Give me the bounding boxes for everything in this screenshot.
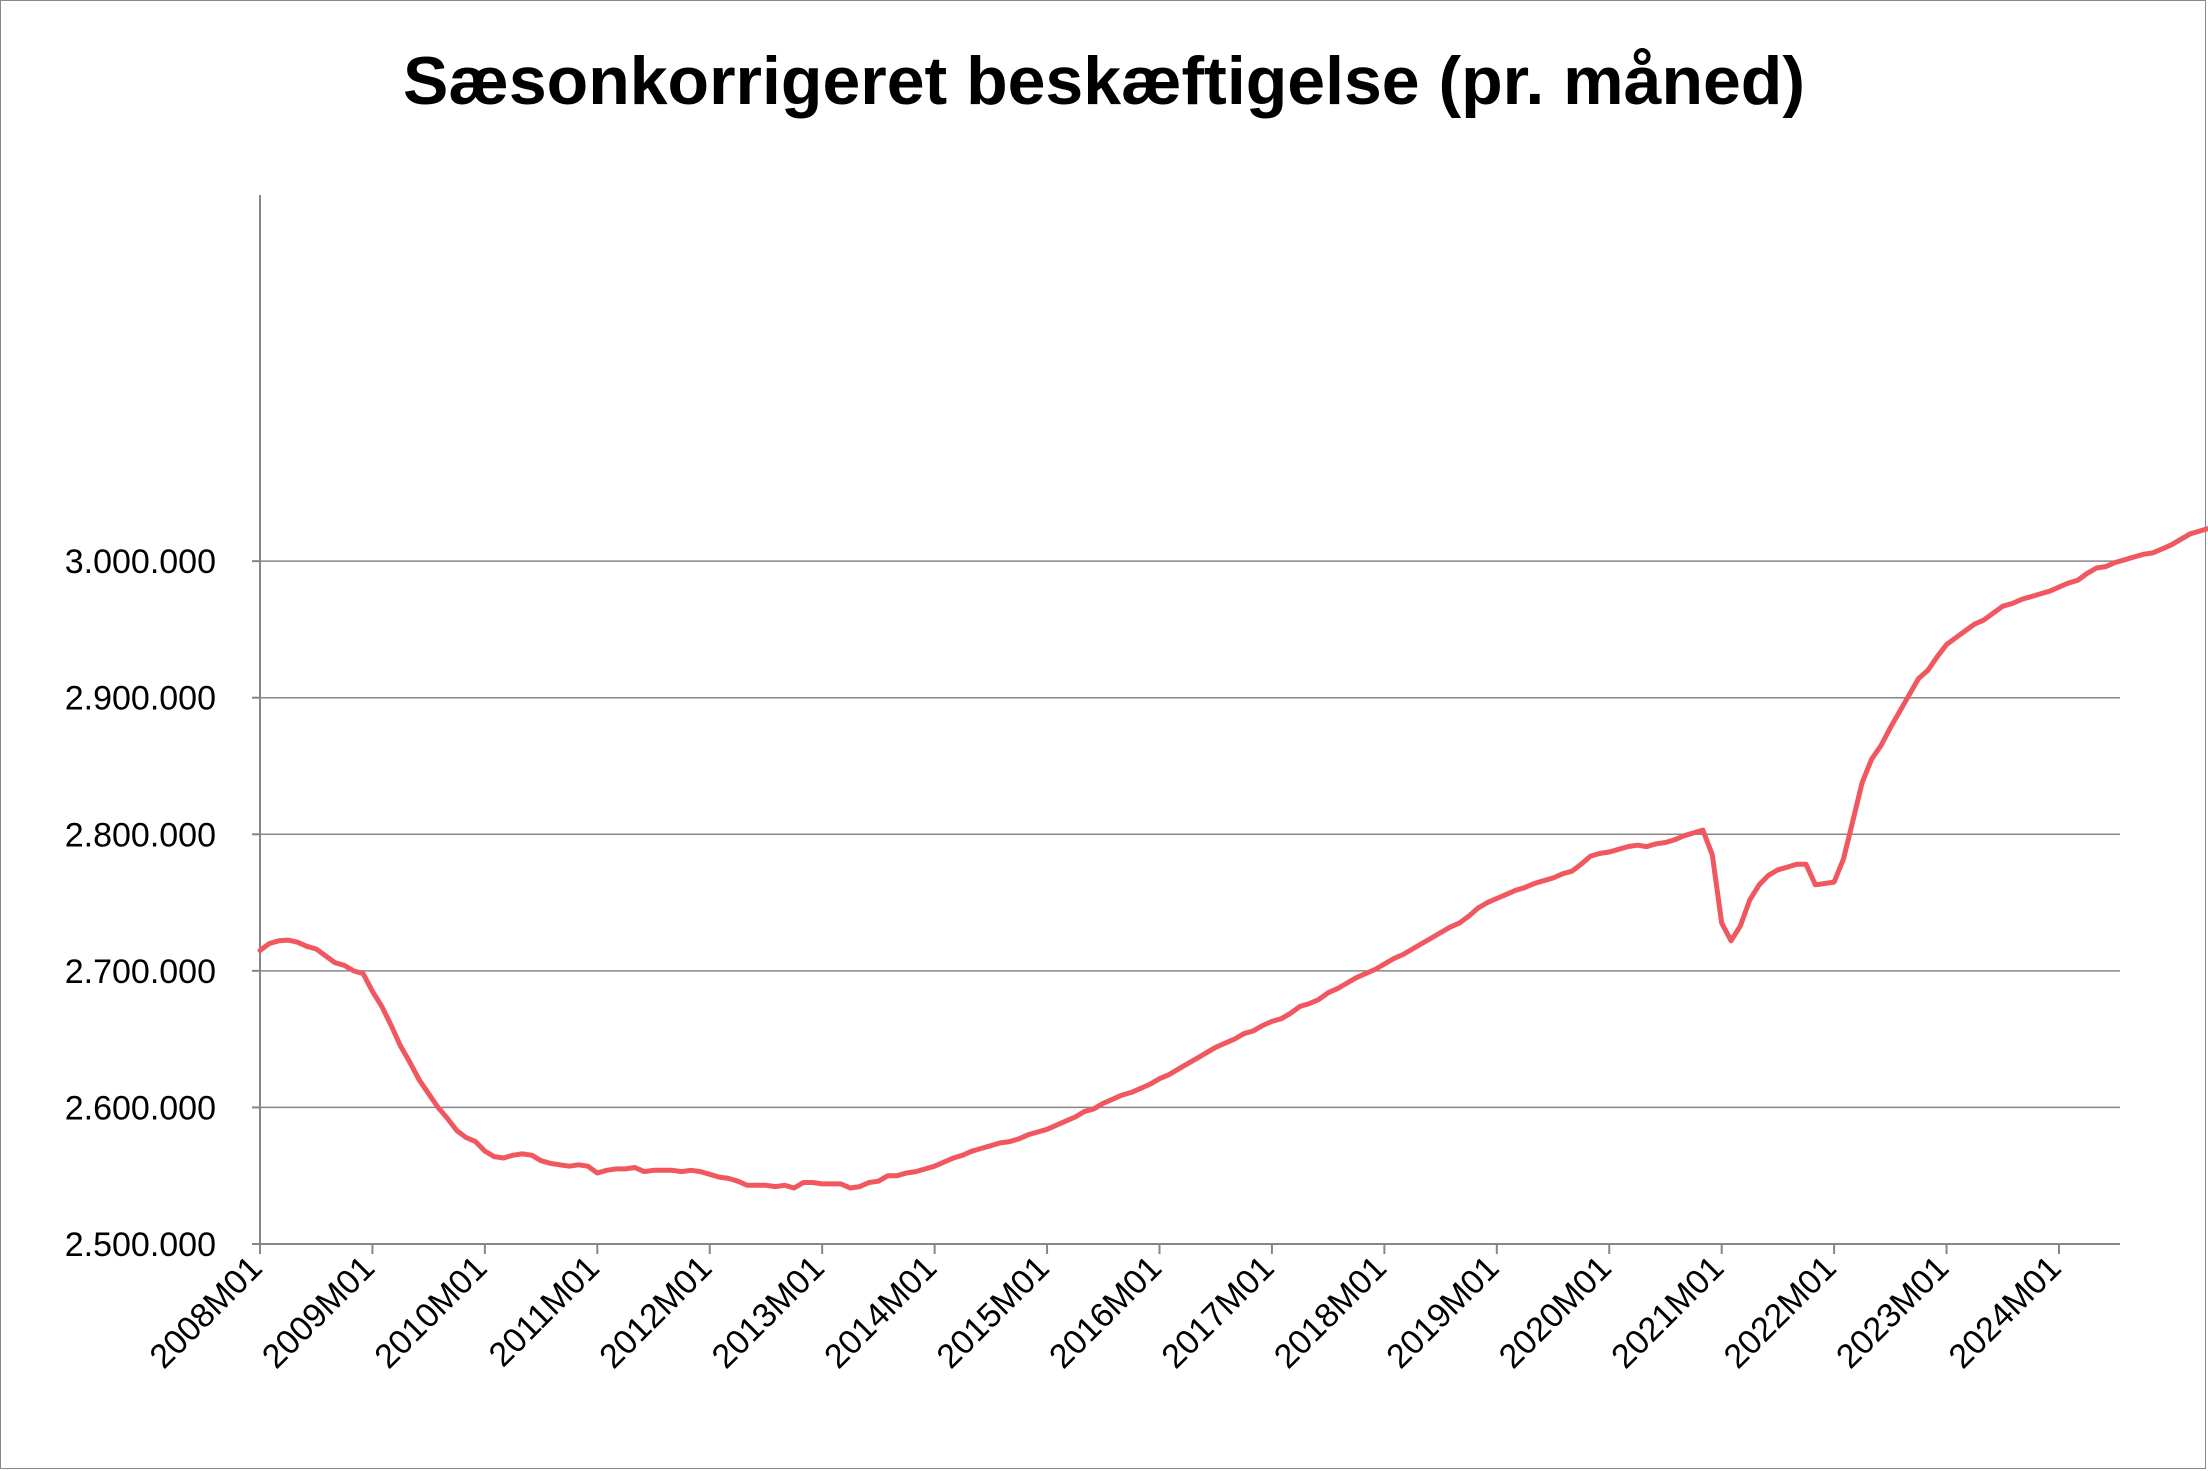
grid-lines [260, 560, 2120, 1109]
x-tick-label: 2020M01 [1492, 1249, 1619, 1376]
x-tick-label: 2017M01 [1154, 1249, 1281, 1376]
y-tick-label: 2.800.000 [65, 816, 216, 854]
x-tick-label: 2024M01 [1942, 1249, 2069, 1376]
x-tick-label: 2021M01 [1604, 1249, 1731, 1376]
x-tick-label: 2011M01 [482, 1249, 607, 1374]
x-tick-label: 2016M01 [1042, 1249, 1169, 1376]
x-tick-label: 2009M01 [255, 1249, 382, 1376]
x-tick-label: 2015M01 [930, 1249, 1057, 1376]
x-tick-label: 2018M01 [1267, 1249, 1394, 1376]
chart-title: Sæsonkorrigeret beskæftigelse (pr. måned… [403, 43, 1805, 119]
x-tick-label: 2013M01 [705, 1249, 832, 1376]
y-tick-label: 2.600.000 [65, 1089, 216, 1127]
x-tick-label: 2010M01 [367, 1249, 494, 1376]
x-tick-label: 2019M01 [1379, 1249, 1506, 1376]
x-tick-labels: 2008M012009M012010M012011M012012M012013M… [143, 1249, 2069, 1376]
y-tick-label: 2.500.000 [65, 1226, 216, 1264]
x-tick-label: 2022M01 [1717, 1249, 1844, 1376]
x-tick-label: 2023M01 [1829, 1249, 1956, 1376]
y-tick-label: 2.900.000 [65, 680, 216, 718]
y-tick-labels: 2.500.000 2.600.000 2.700.000 2.800.000 2.90… [65, 543, 216, 1264]
x-tick-label: 2012M01 [592, 1249, 719, 1376]
y-tick-label: 3.000.000 [65, 543, 216, 581]
axes [252, 195, 2120, 1254]
x-tick-label: 2008M01 [143, 1249, 270, 1376]
x-tick-label: 2014M01 [817, 1249, 944, 1376]
y-tick-label: 2.700.000 [65, 953, 216, 991]
series-line [257, 526, 2208, 1191]
series-layer [257, 526, 2208, 1191]
